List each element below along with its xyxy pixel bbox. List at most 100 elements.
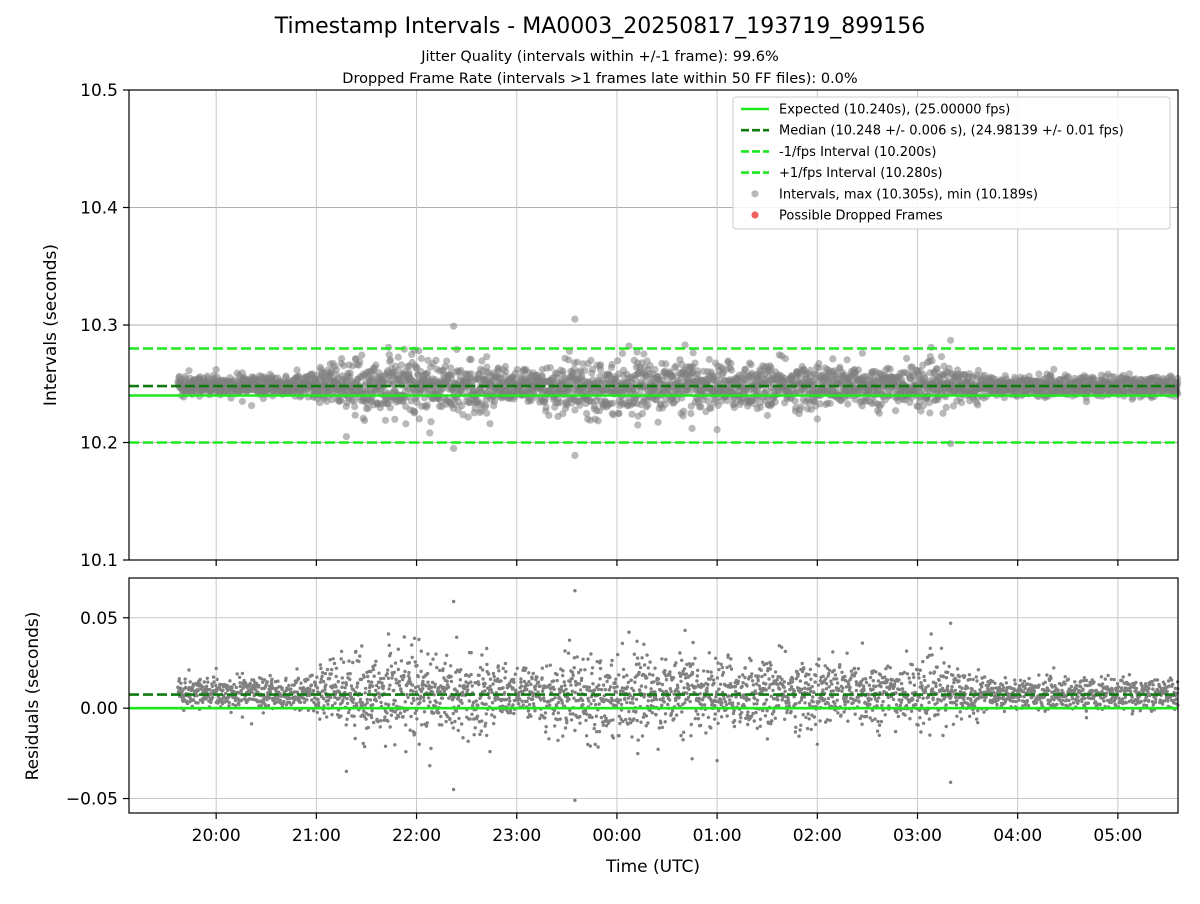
residual-point-84 <box>203 680 206 683</box>
residual-point-1122 <box>527 671 530 674</box>
interval-point-987 <box>483 410 490 417</box>
residual-point-1096 <box>519 677 522 680</box>
residual-point-197 <box>238 676 241 679</box>
residual-point-1075 <box>512 681 515 684</box>
interval-point-797 <box>424 402 431 409</box>
interval-point-1648 <box>690 349 697 356</box>
interval-point-3209 <box>483 353 490 360</box>
residual-point-1548 <box>660 657 663 660</box>
residual-point-657 <box>382 685 385 688</box>
residual-point-8 <box>179 687 182 690</box>
residual-point-1699 <box>708 651 711 654</box>
residual-point-94 <box>206 677 209 680</box>
residual-point-1324 <box>590 716 593 719</box>
residual-point-1599 <box>676 686 679 689</box>
residual-point-896 <box>457 729 460 732</box>
residual-point-1574 <box>668 670 671 673</box>
residual-point-754 <box>412 699 415 702</box>
residual-point-1328 <box>591 682 594 685</box>
residual-point-861 <box>446 680 449 683</box>
residual-point-1282 <box>577 671 580 674</box>
residual-point-1361 <box>602 683 605 686</box>
residual-point-1345 <box>597 688 600 691</box>
interval-point-2906 <box>1083 398 1090 405</box>
residual-point-575 <box>356 681 359 684</box>
interval-point-1452 <box>628 411 635 418</box>
residual-point-788 <box>423 710 426 713</box>
residual-point-1338 <box>595 715 598 718</box>
legend-label-3: +1/fps Interval (10.280s) <box>779 166 943 181</box>
residual-point-1586 <box>672 717 675 720</box>
residual-point-491 <box>330 668 333 671</box>
residual-point-1496 <box>644 685 647 688</box>
residual-point-506 <box>335 675 338 678</box>
interval-point-805 <box>426 429 433 436</box>
residual-point-827 <box>435 666 438 669</box>
residual-point-496 <box>332 657 335 660</box>
legend-label-4: Intervals, max (10.305s), min (10.189s) <box>779 187 1038 202</box>
residual-point-478 <box>326 668 329 671</box>
residual-point-601 <box>364 717 367 720</box>
residual-point-1249 <box>567 652 570 655</box>
residual-point-769 <box>417 675 420 678</box>
residual-point-749 <box>411 656 414 659</box>
residual-point-772 <box>418 743 421 746</box>
interval-point-778 <box>418 355 425 362</box>
residual-point-1547 <box>660 704 663 707</box>
residual-point-1175 <box>544 711 547 714</box>
residual-point-1000 <box>489 678 492 681</box>
residual-point-466 <box>322 680 325 683</box>
residual-point-682 <box>390 714 393 717</box>
interval-point-809 <box>427 418 434 425</box>
residual-point-941 <box>471 684 474 687</box>
residual-point-1350 <box>598 677 601 680</box>
interval-point-772 <box>416 415 423 422</box>
interval-point-2412 <box>929 357 936 364</box>
residual-point-1405 <box>615 685 618 688</box>
interval-point-633 <box>372 361 379 368</box>
residual-point-596 <box>363 745 366 748</box>
residual-point-64 <box>196 701 199 704</box>
residual-point-720 <box>401 715 404 718</box>
residual-point-899 <box>457 717 460 720</box>
residual-point-676 <box>388 644 391 647</box>
residual-point-289 <box>267 704 270 707</box>
intervals-y-ticks: 10.110.210.310.410.5 <box>80 81 129 571</box>
residual-point-1226 <box>560 685 563 688</box>
residual-point-728 <box>404 723 407 726</box>
residual-point-1240 <box>564 726 567 729</box>
residual-point-632 <box>374 689 377 692</box>
residual-point-434 <box>312 709 315 712</box>
residual-point-696 <box>394 661 397 664</box>
residual-point-870 <box>448 717 451 720</box>
residual-point-901 <box>458 684 461 687</box>
residual-point-1142 <box>533 709 536 712</box>
residual-point-61 <box>195 694 198 697</box>
residual-point-668 <box>385 711 388 714</box>
residual-point-1151 <box>536 690 539 693</box>
residual-point-873 <box>449 675 452 678</box>
residual-point-1072 <box>511 687 514 690</box>
residual-point-1544 <box>659 721 662 724</box>
residual-point-1047 <box>504 662 507 665</box>
residual-point-680 <box>389 652 392 655</box>
residual-point-971 <box>480 719 483 722</box>
residual-point-520 <box>339 714 342 717</box>
residual-point-608 <box>367 726 370 729</box>
interval-point-2296 <box>892 407 899 414</box>
residual-point-1367 <box>604 688 607 691</box>
residual-point-392 <box>299 701 302 704</box>
residual-point-773 <box>418 701 421 704</box>
residual-point-1489 <box>642 716 645 719</box>
residual-point-623 <box>371 684 374 687</box>
residual-point-966 <box>478 733 481 736</box>
residual-point-1296 <box>581 658 584 661</box>
residual-point-903 <box>459 678 462 681</box>
residual-point-615 <box>369 698 372 701</box>
residual-point-555 <box>350 684 353 687</box>
residual-point-1011 <box>493 675 496 678</box>
residual-point-579 <box>357 660 360 663</box>
residual-point-1166 <box>541 690 544 693</box>
residual-point-277 <box>263 678 266 681</box>
residual-point-625 <box>372 668 375 671</box>
